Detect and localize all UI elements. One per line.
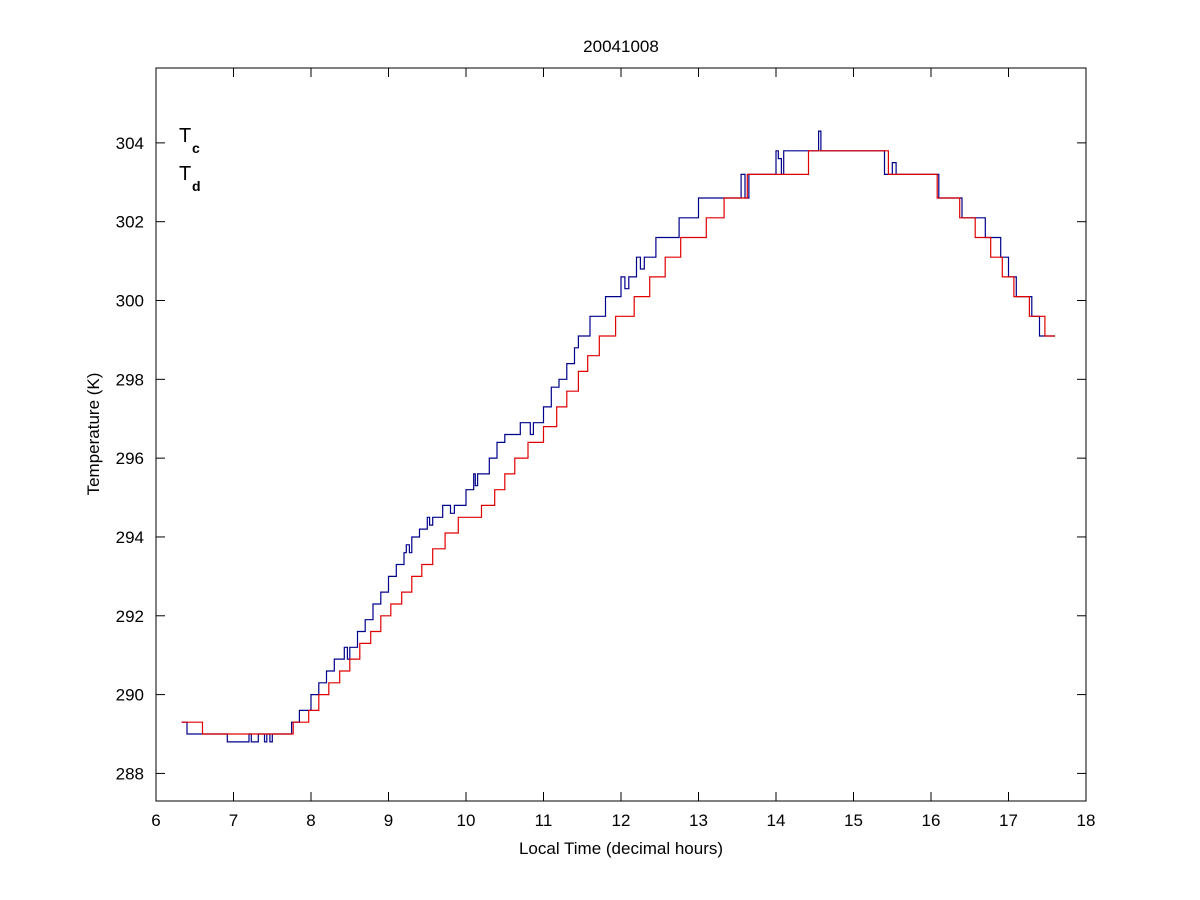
x-tick-label: 14 [767,811,786,830]
y-tick-label: 300 [116,292,144,311]
y-tick-label: 294 [116,528,144,547]
legend: T c T d [179,125,201,194]
legend-entry-tc: T c [179,125,200,156]
x-ticks: 6 7 8 9 10 11 12 13 14 15 16 17 18 [151,68,1095,830]
x-axis-label: Local Time (decimal hours) [519,839,723,858]
series-line-tc [181,130,1055,743]
y-tick-label: 296 [116,449,144,468]
x-tick-label: 6 [151,811,160,830]
x-tick-label: 16 [922,811,941,830]
legend-tc-sub: c [192,140,200,156]
series-layer [181,130,1055,743]
legend-tc-main: T [179,125,191,147]
y-tick-label: 288 [116,764,144,783]
axes-box [155,67,1087,802]
x-tick-label: 17 [999,811,1018,830]
y-tick-label: 298 [116,370,144,389]
x-tick-label: 12 [612,811,631,830]
x-tick-label: 9 [384,811,393,830]
plot-area: 6 7 8 9 10 11 12 13 14 15 16 17 18 288 290 292 294 296 29… [116,67,1095,830]
x-tick-label: 7 [229,811,238,830]
x-tick-label: 18 [1077,811,1096,830]
x-tick-label: 10 [457,811,476,830]
legend-entry-td: T d [179,163,201,194]
y-ticks: 288 290 292 294 296 298 300 302 304 [116,134,1086,783]
y-tick-label: 302 [116,213,144,232]
x-tick-label: 8 [306,811,315,830]
y-tick-label: 290 [116,686,144,705]
chart-title: 20041008 [583,37,659,56]
legend-td-sub: d [192,178,201,194]
legend-td-main: T [179,163,191,185]
x-tick-label: 15 [844,811,863,830]
x-tick-label: 13 [689,811,708,830]
x-tick-label: 11 [535,811,553,830]
y-tick-label: 304 [116,134,144,153]
y-axis-label: Temperature (K) [84,373,103,496]
series-line-td [181,150,1055,735]
y-tick-label: 292 [116,607,144,626]
